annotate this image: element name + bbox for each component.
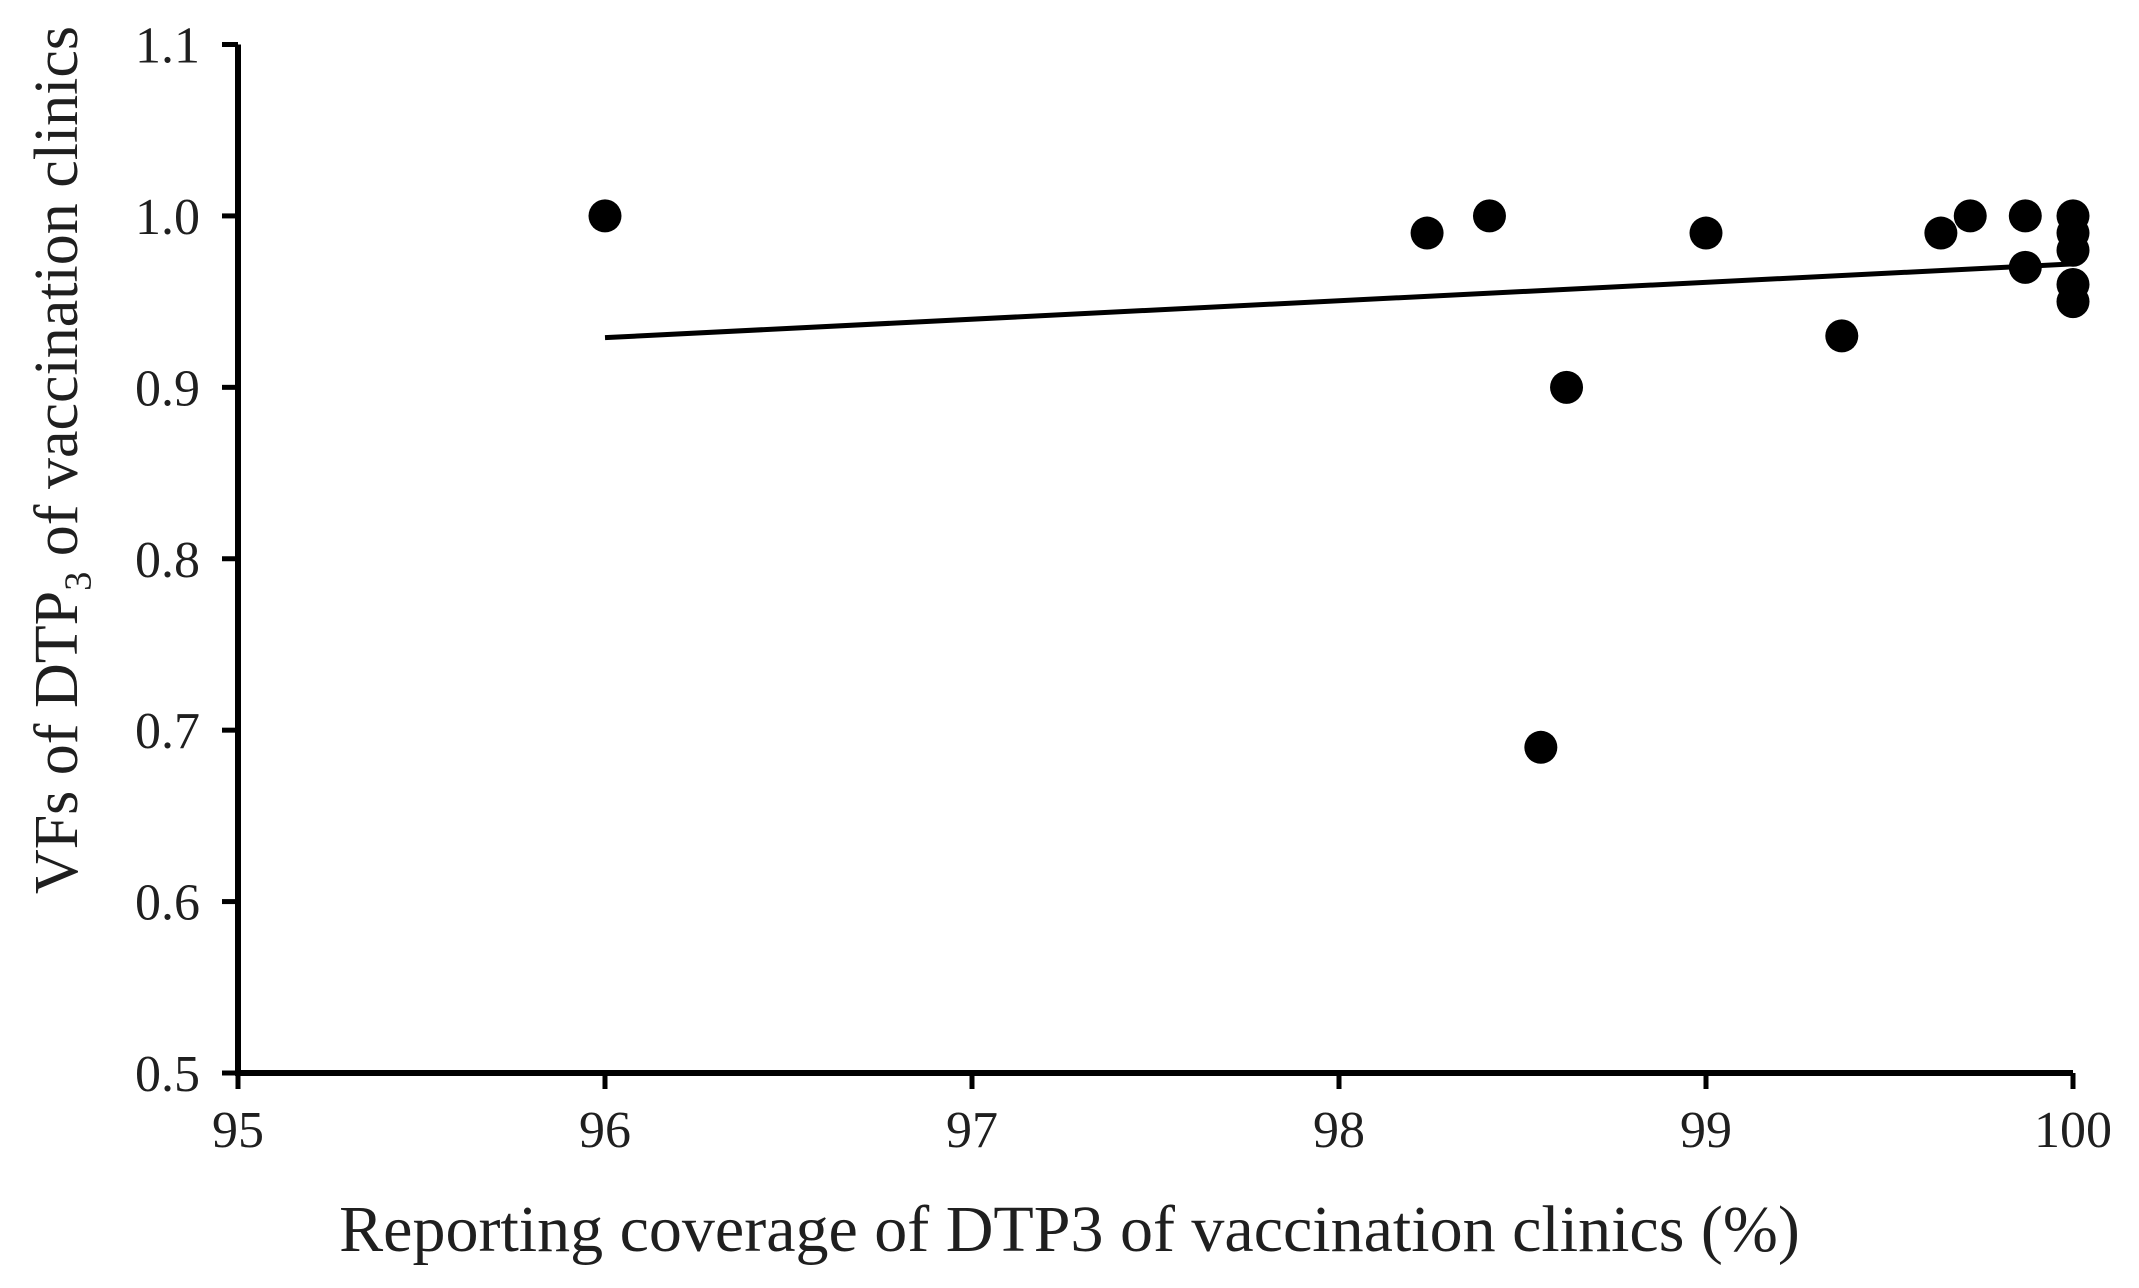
- data-point: [1825, 319, 1859, 353]
- data-point: [1524, 730, 1558, 764]
- data-point: [2056, 233, 2090, 267]
- data-point: [588, 199, 622, 233]
- data-point: [1924, 216, 1958, 250]
- y-axis-title-text: VFs of DTP: [23, 590, 91, 895]
- y-axis-title-text-tail: of vaccination clinics: [23, 25, 91, 572]
- y-tick-label: 0.8: [135, 532, 200, 589]
- y-tick-label: 0.5: [135, 1046, 200, 1103]
- axis-lines: [235, 44, 2073, 1076]
- data-point: [1953, 199, 1987, 233]
- data-point: [1550, 370, 1584, 404]
- trend-line: [604, 261, 2074, 341]
- x-tick-label: 98: [1313, 1102, 1365, 1159]
- y-tick-label: 0.9: [135, 360, 200, 417]
- x-tick-label: 100: [2034, 1102, 2112, 1159]
- data-point: [1472, 199, 1506, 233]
- x-axis-title: Reporting coverage of DTP3 of vaccinatio…: [339, 1193, 1800, 1266]
- data-point: [1410, 216, 1444, 250]
- y-axis-title: VFs of DTP3 of vaccination clinics: [17, 0, 100, 1010]
- x-tick-label: 96: [579, 1102, 631, 1159]
- x-tick-label: 99: [1680, 1102, 1732, 1159]
- y-tick-label: 1.1: [135, 18, 200, 75]
- data-point: [2056, 285, 2090, 319]
- x-tick-label: 97: [946, 1102, 998, 1159]
- data-point: [2008, 250, 2042, 284]
- y-tick-label: 0.6: [135, 875, 200, 932]
- data-point: [2008, 199, 2042, 233]
- x-tick-label: 95: [212, 1102, 264, 1159]
- data-point: [1689, 216, 1723, 250]
- y-tick-label: 0.7: [135, 703, 200, 760]
- y-tick-label: 1.0: [135, 189, 200, 246]
- y-axis-title-subscript: 3: [57, 571, 100, 591]
